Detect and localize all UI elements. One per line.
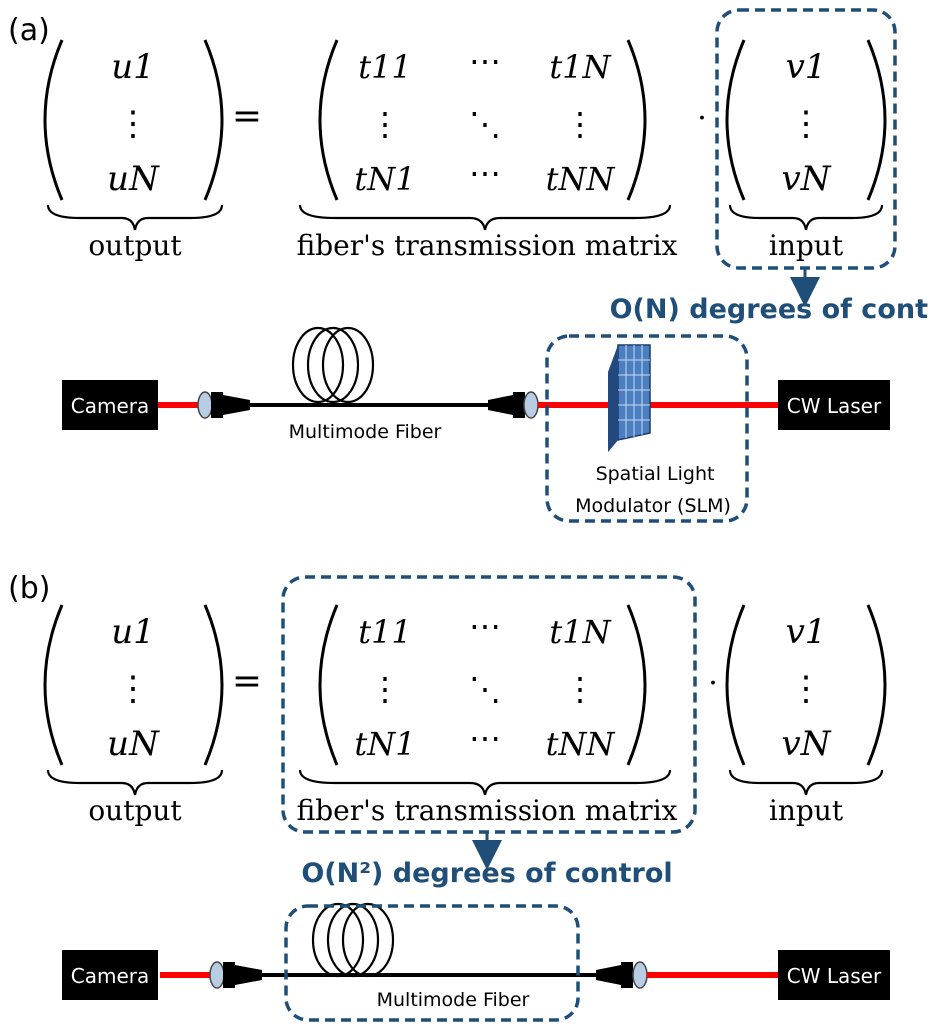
- connector-body-right-a: [513, 392, 525, 418]
- input-v1: v1: [786, 47, 827, 87]
- matrix-cdots: ⋯: [469, 42, 501, 80]
- control-text-b: O(N²) degrees of control: [301, 858, 672, 889]
- connector-body-left-a: [211, 392, 223, 418]
- connector-body-left-b: [223, 962, 235, 988]
- matrix-vdots-right: ⋮: [564, 105, 596, 143]
- input-v1: v1: [786, 612, 827, 652]
- input-vN: vN: [782, 724, 832, 764]
- matrix-underbrace: [300, 770, 670, 795]
- fiber-coil-b: [313, 904, 393, 976]
- output-underbrace: [48, 205, 222, 230]
- matrix-vdots-left: ⋮: [369, 105, 401, 143]
- input-vdots: ⋮: [789, 104, 823, 144]
- matrix-label: fiber's transmission matrix: [297, 794, 678, 827]
- fiber-coil-a: [293, 328, 373, 402]
- panel-b-label: (b): [8, 571, 50, 606]
- output-underbrace: [48, 770, 222, 795]
- dot-operator: ·: [697, 101, 707, 136]
- matrix-tNN: tNN: [546, 725, 616, 763]
- panel-b: (b) u1 ⋮ uN output = t11 ⋯ t1N ⋮ ⋱ ⋮ tN1…: [8, 571, 890, 1020]
- camera-label-b: Camera: [71, 964, 150, 988]
- output-uN: uN: [107, 159, 160, 199]
- input-vN: vN: [782, 159, 832, 199]
- connector-taper-right-a: [488, 395, 513, 415]
- connector-taper-right-b: [596, 965, 621, 985]
- matrix-cdots: ⋯: [469, 607, 501, 645]
- output-label: output: [88, 794, 182, 827]
- slm-label-line2: Modulator (SLM): [575, 495, 731, 517]
- connector-body-right-b: [621, 962, 633, 988]
- output-vdots: ⋮: [116, 104, 150, 144]
- laser-label-a: CW Laser: [787, 394, 882, 418]
- matrix-tN1: tN1: [354, 725, 415, 763]
- matrix-tNN: tNN: [546, 160, 616, 198]
- connector-taper-left-b: [235, 965, 262, 985]
- matrix-vdots-left: ⋮: [369, 670, 401, 708]
- matrix-t11: t11: [358, 613, 412, 651]
- matrix-cdots-bottom: ⋯: [469, 719, 501, 757]
- transmission-matrix-a: t11 ⋯ t1N ⋮ ⋱ ⋮ tN1 ⋯ tNN fiber's transm…: [297, 40, 678, 262]
- input-label: input: [769, 794, 844, 827]
- matrix-t11: t11: [358, 48, 412, 86]
- equals-sign: =: [232, 661, 262, 702]
- setup-a: Camera Multimode Fiber: [62, 328, 890, 521]
- fiber-label-b: Multimode Fiber: [377, 989, 530, 1011]
- input-vector-b: v1 ⋮ vN input: [727, 605, 885, 827]
- matrix-t1N: t1N: [549, 613, 611, 651]
- input-label: input: [769, 229, 844, 262]
- matrix-ddots: ⋱: [469, 105, 501, 143]
- connector-lens-right-a: [524, 392, 538, 418]
- transmission-matrix-b: t11 ⋯ t1N ⋮ ⋱ ⋮ tN1 ⋯ tNN fiber's transm…: [297, 605, 678, 827]
- connector-taper-left-a: [223, 395, 250, 415]
- matrix-underbrace: [300, 205, 670, 230]
- connector-lens-left-a: [198, 392, 212, 418]
- output-vdots: ⋮: [116, 669, 150, 709]
- output-vector-b: u1 ⋮ uN output: [45, 605, 222, 827]
- fiber-label-a: Multimode Fiber: [289, 421, 442, 443]
- output-u1: u1: [111, 612, 155, 652]
- panel-a-label: (a): [8, 13, 50, 48]
- camera-label-a: Camera: [71, 394, 150, 418]
- input-vector-a: v1 ⋮ vN input: [727, 40, 885, 262]
- matrix-cdots-bottom: ⋯: [469, 154, 501, 192]
- matrix-label: fiber's transmission matrix: [297, 229, 678, 262]
- input-vdots: ⋮: [789, 669, 823, 709]
- matrix-ddots: ⋱: [469, 670, 501, 708]
- control-text-a: O(N) degrees of cont: [610, 294, 928, 325]
- output-label: output: [88, 229, 182, 262]
- output-vector-a: u1 ⋮ uN output: [45, 40, 222, 262]
- output-uN: uN: [107, 724, 160, 764]
- matrix-vdots-right: ⋮: [564, 670, 596, 708]
- input-underbrace: [730, 205, 882, 230]
- setup-b: Camera Multimode Fiber CW Laser: [62, 904, 890, 1020]
- slm-device: [608, 345, 650, 452]
- matrix-tN1: tN1: [354, 160, 415, 198]
- slm-label-line1: Spatial Light: [596, 463, 715, 485]
- output-u1: u1: [111, 47, 155, 87]
- input-underbrace: [730, 770, 882, 795]
- connector-lens-right-b: [633, 962, 647, 988]
- connector-lens-left-b: [210, 962, 224, 988]
- dot-operator: ·: [708, 666, 718, 701]
- matrix-t1N: t1N: [549, 48, 611, 86]
- laser-label-b: CW Laser: [787, 964, 882, 988]
- equals-sign: =: [232, 96, 262, 137]
- panel-a: (a) u1 ⋮ uN output = t11 ⋯ t1N ⋮ ⋱ ⋮ tN1…: [8, 10, 928, 521]
